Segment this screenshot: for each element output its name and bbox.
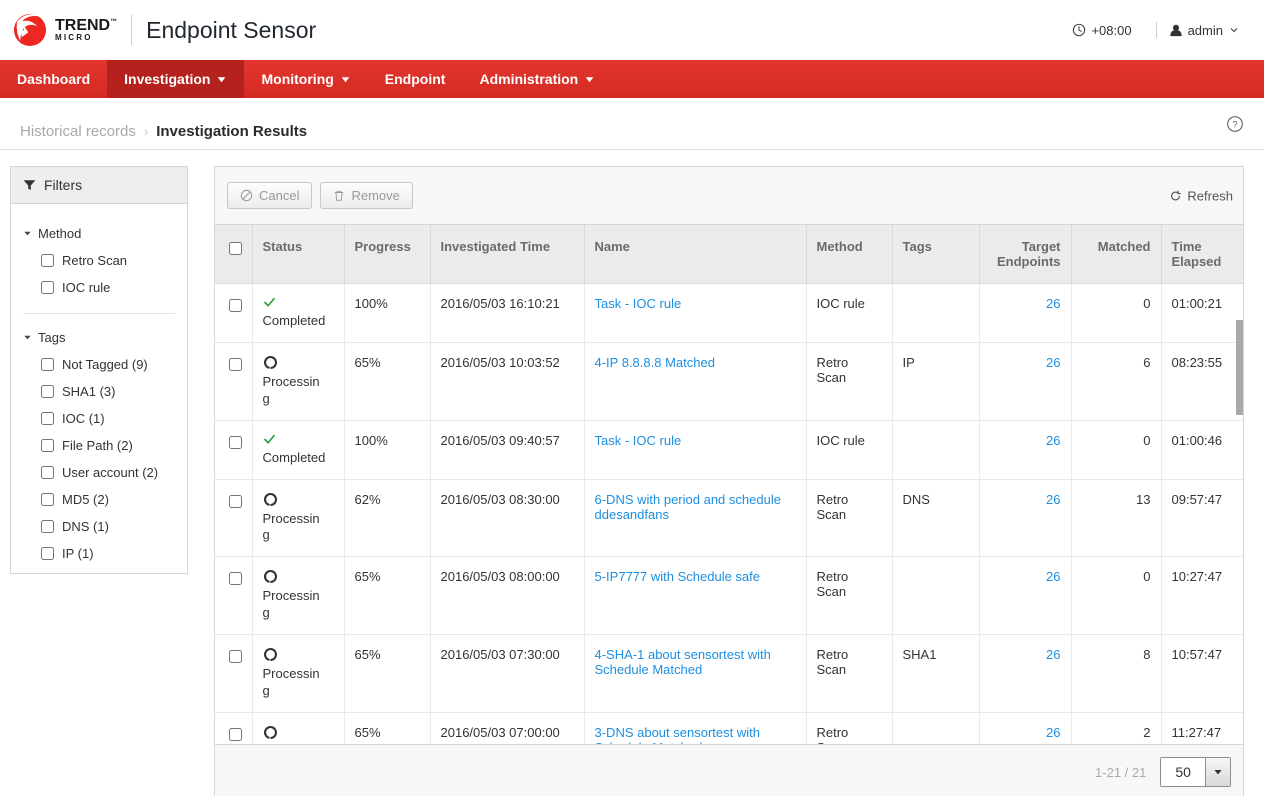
svg-text:?: ? (1232, 119, 1237, 129)
